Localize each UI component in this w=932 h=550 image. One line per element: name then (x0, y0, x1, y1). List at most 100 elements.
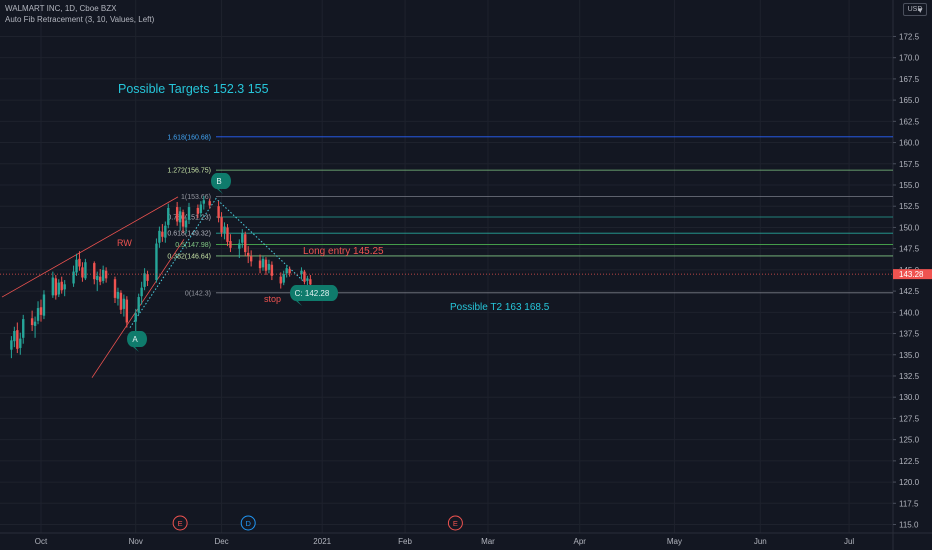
candle-body (279, 276, 282, 284)
candle-body (161, 231, 164, 237)
price-tick-label: 167.5 (899, 75, 920, 84)
candle-body (261, 258, 265, 268)
candle-body (119, 292, 123, 310)
current-price-tag (893, 269, 932, 280)
candle-body (13, 330, 16, 342)
chevron-down-icon[interactable]: ▾ (918, 6, 923, 16)
time-tick-label: Dec (214, 537, 228, 546)
price-tick-label: 142.5 (899, 287, 920, 296)
point-b-label: B (216, 177, 221, 186)
candle-body (249, 256, 253, 262)
candle-body (217, 206, 220, 219)
price-tick-label: 157.5 (899, 160, 920, 169)
candle-body (187, 207, 191, 220)
price-tick-label: 117.5 (899, 499, 919, 508)
time-tick-label: Apr (573, 537, 586, 546)
candle-body (143, 273, 146, 287)
time-tick-label: Feb (398, 537, 412, 546)
candle-body (164, 225, 167, 238)
current-price-label: 143.28 (899, 270, 924, 279)
price-tick-label: 150.0 (899, 223, 920, 232)
price-tick-label: 135.0 (899, 351, 920, 360)
event-marker-label: E (178, 519, 183, 528)
candle-body (288, 269, 291, 274)
price-tick-label: 127.5 (899, 414, 920, 423)
candle-body (146, 274, 149, 281)
candle-body (309, 279, 312, 285)
event-marker[interactable] (447, 515, 463, 531)
point-c-bubble[interactable] (290, 285, 338, 306)
rw-label: RW (117, 238, 132, 248)
abc-pattern-line (129, 197, 305, 328)
stop-annotation: stop (264, 294, 281, 304)
candle-body (63, 284, 66, 290)
price-tick-label: 152.5 (899, 202, 920, 211)
candle-body (184, 220, 188, 228)
candle-body (10, 340, 13, 350)
candle-body (57, 282, 60, 295)
fib-level-label: 1(153.66) (181, 194, 211, 201)
candle-body (36, 308, 40, 321)
symbol-title: WALMART INC, 1D, Cboe BZX (5, 4, 117, 13)
event-marker[interactable] (240, 515, 256, 531)
candle-body (140, 287, 143, 297)
candle-body (199, 204, 203, 214)
candle-body (113, 279, 117, 298)
fib-level-label: 0.5(147.98) (175, 242, 211, 249)
candle-body (223, 226, 226, 234)
candle-body (96, 275, 99, 281)
event-marker[interactable] (172, 515, 188, 531)
candle-body (104, 270, 108, 279)
time-tick-label: Oct (35, 537, 48, 546)
currency-badge[interactable]: USD (903, 3, 927, 16)
price-tick-label: 172.5 (899, 32, 920, 41)
candle-body (30, 318, 34, 326)
candle-body (178, 211, 182, 223)
long-entry-annotation: Long entry 145.25 (303, 246, 384, 257)
price-tick-label: 170.0 (899, 54, 920, 63)
price-tick-label: 122.5 (899, 457, 920, 466)
time-tick-label: Jun (754, 537, 767, 546)
candle-body (303, 271, 306, 282)
candle-body (285, 268, 288, 274)
price-tick-label: 132.5 (899, 372, 920, 381)
price-tick-label: 147.5 (899, 245, 920, 254)
candle-body (226, 227, 229, 242)
point-b-bubble[interactable] (211, 173, 231, 194)
price-tick-label: 165.0 (899, 96, 920, 105)
candle-body (244, 234, 247, 253)
candle-body (116, 291, 120, 299)
price-tick-label: 155.0 (899, 181, 920, 190)
price-tick-label: 125.0 (899, 436, 920, 445)
candle-body (167, 207, 170, 225)
fib-level-label: 0(142.3) (185, 290, 211, 297)
event-marker-label: D (245, 519, 251, 528)
candle-body (93, 263, 96, 280)
price-tick-label: 120.0 (899, 478, 920, 487)
candle-body (267, 263, 271, 270)
candle-body (33, 321, 37, 326)
time-tick-label: Mar (481, 537, 495, 546)
t2-annotation: Possible T2 163 168.5 (450, 302, 550, 313)
candle-body (39, 307, 43, 315)
point-a-label: A (132, 335, 138, 344)
targets-annotation: Possible Targets 152.3 155 (118, 82, 269, 96)
price-tick-label: 160.0 (899, 139, 920, 148)
trend-line-upper (1, 196, 179, 298)
time-tick-label: May (667, 537, 682, 546)
event-marker-label: E (453, 519, 458, 528)
point-c-label: C: 142.28 (295, 289, 330, 298)
candle-body (282, 274, 285, 283)
candle-body (54, 278, 57, 296)
fib-level-label: 1.272(156.75) (167, 168, 211, 175)
candle-body (158, 230, 161, 243)
time-tick-label: Nov (129, 537, 143, 546)
candle-body (122, 298, 126, 309)
candle-body (134, 313, 137, 322)
candle-body (19, 338, 22, 348)
price-tick-label: 137.5 (899, 330, 920, 339)
point-a-bubble[interactable] (127, 331, 147, 352)
candle-body (306, 278, 309, 281)
